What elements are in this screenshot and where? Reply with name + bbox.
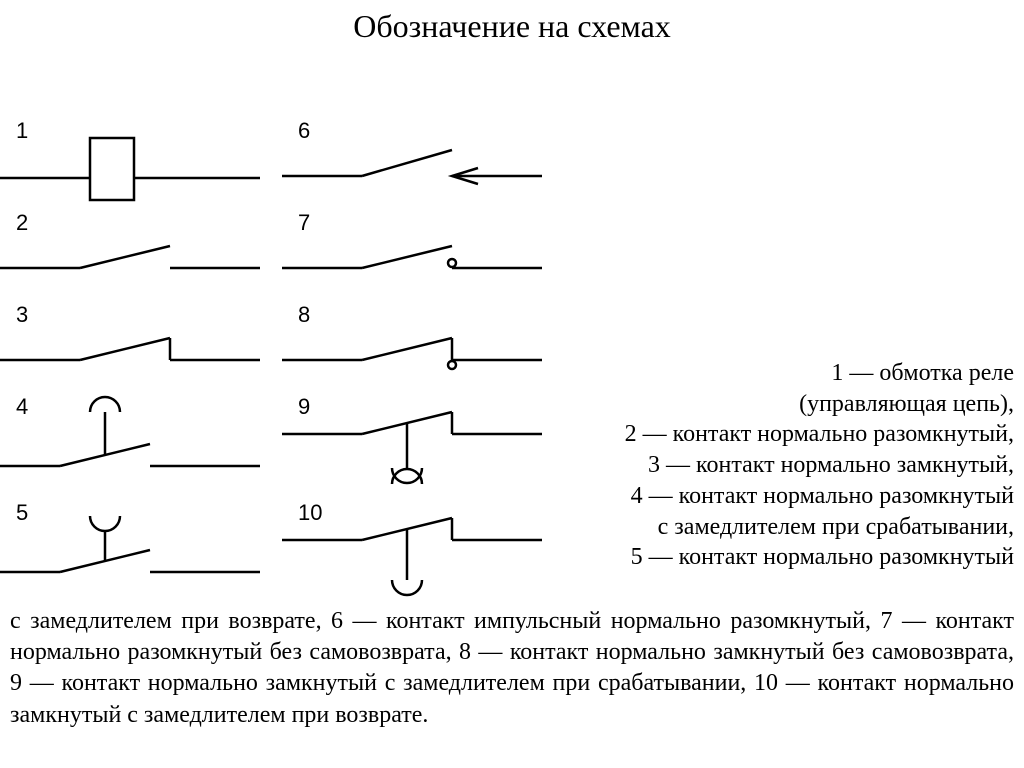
- relay-coil-icon: [0, 118, 260, 208]
- symbol-6-impulse-no: 6: [282, 118, 542, 208]
- legend-bottom: с замедлителем при возврате, 6 — контакт…: [10, 606, 1014, 731]
- symbol-number: 4: [16, 394, 28, 420]
- no-latching-icon: [282, 210, 542, 300]
- legend-line: 5 — контакт нормально разомкнутый: [494, 542, 1014, 573]
- legend-line: 4 — контакт нормально разомкнутый: [494, 481, 1014, 512]
- symbol-1-relay-coil: 1: [0, 118, 260, 208]
- symbol-5-no-delay-release: 5: [0, 500, 260, 600]
- symbol-3-nc-contact: 3: [0, 302, 260, 392]
- legend-line: 3 — контакт нормально замкнутый,: [494, 450, 1014, 481]
- symbol-number: 6: [298, 118, 310, 144]
- symbol-4-no-delay-operate: 4: [0, 394, 260, 494]
- symbol-number: 1: [16, 118, 28, 144]
- page-title: Обозначение на схемах: [0, 8, 1024, 45]
- symbol-number: 5: [16, 500, 28, 526]
- symbol-7-no-latching: 7: [282, 210, 542, 300]
- no-delay-release-icon: [0, 500, 260, 600]
- symbol-number: 10: [298, 500, 322, 526]
- legend-line: с замедлителем при срабатывании,: [494, 512, 1014, 543]
- legend-line: (управляющая цепь),: [494, 389, 1014, 420]
- legend-line: 2 — контакт нормально разомкнутый,: [494, 419, 1014, 450]
- symbol-number: 7: [298, 210, 310, 236]
- symbol-number: 8: [298, 302, 310, 328]
- page: Обозначение на схемах 1 2: [0, 0, 1024, 768]
- nc-contact-icon: [0, 302, 260, 392]
- legend-right: 1 — обмотка реле (управляющая цепь), 2 —…: [494, 358, 1014, 573]
- legend-line: 1 — обмотка реле: [494, 358, 1014, 389]
- impulse-no-icon: [282, 118, 542, 208]
- symbol-number: 2: [16, 210, 28, 236]
- symbol-number: 3: [16, 302, 28, 328]
- symbol-number: 9: [298, 394, 310, 420]
- no-delay-operate-icon: [0, 394, 260, 494]
- no-contact-icon: [0, 210, 260, 300]
- symbol-2-no-contact: 2: [0, 210, 260, 300]
